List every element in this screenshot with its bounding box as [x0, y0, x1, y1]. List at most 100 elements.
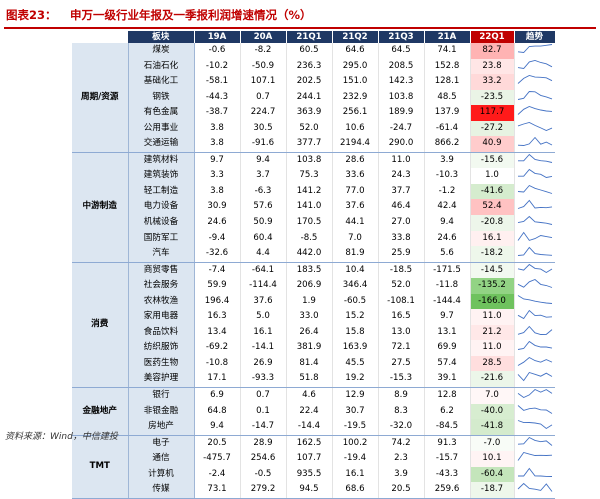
value-cell: 103.8 [378, 89, 425, 106]
value-cell: 33.6 [332, 168, 379, 184]
trend-sparkline-cell [513, 105, 555, 121]
table-row: 轻工制造 3.8 -6.3 141.2 77.0 37.7 -1.2 -41.6 [72, 183, 555, 200]
trend-sparkline [517, 263, 552, 273]
trend-sparkline-cell [513, 435, 555, 452]
value-cell: 128.1 [424, 74, 471, 90]
value-cell-22q1: 40.9 [470, 136, 515, 153]
table-row: TMT 电子 20.5 28.9 162.5 100.2 74.2 91.3 -7.0 [72, 435, 555, 499]
value-cell: 13.0 [378, 324, 425, 341]
header-22q1: 22Q1 [470, 31, 515, 43]
value-cell: 60.4 [240, 230, 287, 247]
value-cell: 42.4 [424, 199, 471, 216]
table-row: 中游制造 建筑材料 9.7 9.4 103.8 28.6 11.0 3.9 -15.6 [72, 152, 555, 263]
trend-line [517, 279, 552, 289]
value-cell: -108.1 [378, 293, 425, 310]
industry-cell: 交通运输 [128, 136, 195, 153]
trend-sparkline [517, 325, 553, 335]
industry-cell: 商贸零售 [128, 262, 195, 279]
trend-sparkline-cell [513, 58, 555, 75]
value-cell: -19.4 [332, 451, 379, 467]
table-row: 传媒 73.1 279.2 94.5 68.6 20.5 259.6 -18.7 [72, 482, 555, 499]
industry-cell: 电子 [128, 435, 195, 452]
trend-sparkline [517, 279, 552, 289]
value-cell: 3.3 [194, 168, 241, 184]
trend-sparkline [517, 215, 552, 225]
industry-cell: 传媒 [128, 482, 195, 499]
value-cell: 20.5 [378, 482, 425, 499]
trend-line [517, 215, 552, 225]
value-cell: -58.1 [194, 74, 241, 90]
value-cell-22q1: 82.7 [470, 43, 515, 59]
value-cell: 16.3 [194, 309, 241, 325]
value-cell-22q1: 23.8 [470, 58, 515, 75]
value-cell: 22.4 [286, 403, 333, 420]
value-cell: -0.5 [240, 466, 287, 483]
industry-cell: 房地产 [128, 419, 195, 436]
value-cell: 77.0 [332, 183, 379, 200]
value-cell-22q1: -18.7 [470, 482, 515, 499]
value-cell: 3.7 [240, 168, 287, 184]
value-cell: 51.8 [286, 371, 333, 389]
value-cell: 37.6 [332, 199, 379, 216]
trend-sparkline-cell [513, 74, 555, 90]
value-cell: 5.0 [240, 309, 287, 325]
value-cell: 9.4 [240, 152, 287, 169]
value-cell-22q1: 11.0 [470, 309, 515, 325]
value-cell: -14.1 [240, 340, 287, 356]
value-cell-22q1: -27.2 [470, 120, 515, 137]
value-cell: -93.3 [240, 371, 287, 389]
trend-line [517, 169, 552, 179]
value-cell: -50.9 [240, 58, 287, 75]
value-cell: 163.9 [332, 340, 379, 356]
trend-sparkline-cell [513, 136, 555, 153]
figure-title: 申万一级行业年报及一季报利润增速情况（%） [70, 8, 312, 22]
value-cell: 142.3 [378, 74, 425, 90]
trend-sparkline-cell [513, 246, 555, 263]
industry-cell: 家用电器 [128, 309, 195, 325]
value-cell: 8.9 [378, 387, 425, 404]
industry-cell: 计算机 [128, 466, 195, 483]
table-row: 国防军工 -9.4 60.4 -8.5 7.0 33.8 24.6 16.1 [72, 230, 555, 247]
trend-sparkline-cell [513, 215, 555, 231]
trend-sparkline [517, 106, 552, 116]
value-cell: -14.7 [240, 419, 287, 436]
value-cell: 0.7 [240, 387, 287, 404]
value-cell: 52.0 [286, 120, 333, 137]
trend-sparkline-cell [513, 482, 555, 499]
value-cell: 103.8 [286, 152, 333, 169]
value-cell: -11.8 [424, 278, 471, 294]
value-cell: -24.7 [378, 120, 425, 137]
table-row: 基础化工 -58.1 107.1 202.5 151.0 142.3 128.1 33.2 [72, 74, 555, 90]
trend-sparkline-cell [513, 293, 555, 310]
header-21q2: 21Q2 [332, 31, 379, 43]
table-row: 金融地产 银行 6.9 0.7 4.6 12.9 8.9 12.8 7.0 [72, 387, 555, 436]
industry-cell: 汽车 [128, 246, 195, 263]
value-cell: 9.7 [194, 152, 241, 169]
trend-sparkline [517, 44, 552, 53]
value-cell: 279.2 [240, 482, 287, 499]
value-cell: 141.2 [286, 183, 333, 200]
value-cell-22q1: 33.2 [470, 74, 515, 90]
value-cell: 24.6 [194, 215, 241, 231]
value-cell: 7.0 [332, 230, 379, 247]
value-cell: 52.0 [378, 278, 425, 294]
trend-sparkline [517, 246, 552, 257]
value-cell: -1.2 [424, 183, 471, 200]
value-cell: 381.9 [286, 340, 333, 356]
industry-cell: 建筑材料 [128, 152, 195, 169]
sector-cell: 金融地产 [72, 387, 129, 436]
value-cell: 15.2 [332, 309, 379, 325]
trend-sparkline [517, 169, 552, 179]
value-cell: -43.3 [424, 466, 471, 483]
value-cell: 224.7 [240, 105, 287, 121]
trend-sparkline-cell [513, 183, 555, 200]
value-cell: 1.9 [286, 293, 333, 310]
value-cell: 59.9 [194, 278, 241, 294]
value-cell: 12.8 [424, 387, 471, 404]
value-cell: -32.0 [378, 419, 425, 436]
value-cell: -15.3 [378, 371, 425, 389]
value-cell: -84.5 [424, 419, 471, 436]
header-trend: 趋势 [514, 31, 556, 43]
industry-cell: 公用事业 [128, 120, 195, 137]
value-cell-22q1: -14.5 [470, 262, 515, 279]
